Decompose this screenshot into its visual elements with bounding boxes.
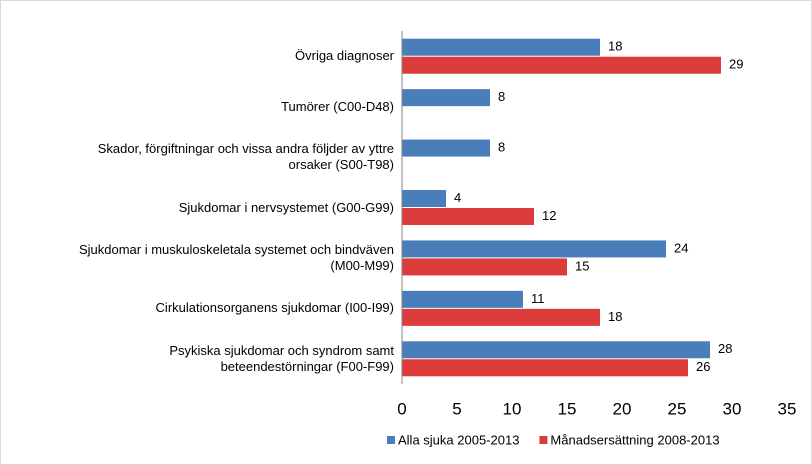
x-tick-label: 5 [452, 399, 461, 418]
bar [402, 290, 523, 308]
y-tick-label: Skador, förgiftningar och vissa andra fö… [97, 141, 394, 173]
bar [402, 56, 721, 74]
x-tick-label: 20 [613, 399, 632, 418]
value-label: 18 [608, 39, 622, 54]
legend-swatch [539, 436, 548, 444]
bar [402, 208, 534, 225]
legend-label: Månadsersättning 2008-2013 [550, 432, 719, 447]
value-label: 8 [498, 89, 505, 104]
bar [402, 240, 666, 258]
x-tick-label: 30 [723, 399, 742, 418]
x-tick-label: 10 [503, 399, 522, 418]
value-label: 8 [498, 140, 505, 155]
value-label: 29 [729, 57, 743, 72]
bar [402, 341, 710, 359]
bar [402, 89, 490, 107]
bar [402, 258, 567, 276]
y-tick-label: Sjukdomar i muskuloskeletala systemet oc… [78, 241, 394, 273]
bar [402, 139, 490, 157]
y-tick-label: Psykiska sjukdomar och syndrom samt bete… [169, 342, 394, 374]
y-tick-label: Tumörer (C00-D48) [281, 98, 394, 114]
x-tick-label: 25 [668, 399, 687, 418]
bar [402, 308, 600, 326]
bar [402, 359, 688, 377]
x-tick-label: 15 [558, 399, 577, 418]
legend-label: Alla sjuka 2005-2013 [398, 432, 519, 447]
x-tick-label: 35 [778, 399, 797, 418]
value-label: 15 [575, 258, 589, 273]
bar [402, 190, 446, 207]
value-label: 18 [608, 309, 622, 324]
y-tick-label: Cirkulationsorganens sjukdomar (I00-I99) [155, 300, 394, 316]
value-label: 12 [542, 208, 556, 223]
x-tick-label: 0 [397, 399, 406, 418]
value-label: 4 [454, 190, 461, 205]
value-label: 26 [696, 359, 710, 374]
legend-swatch [387, 436, 395, 444]
bar [402, 38, 600, 56]
y-tick-label: Sjukdomar i nervsystemet (G00-G99) [178, 199, 394, 215]
y-tick-label: Övriga diagnoser [295, 48, 394, 64]
value-label: 11 [531, 291, 545, 306]
value-label: 24 [674, 240, 688, 255]
value-label: 28 [718, 341, 732, 356]
